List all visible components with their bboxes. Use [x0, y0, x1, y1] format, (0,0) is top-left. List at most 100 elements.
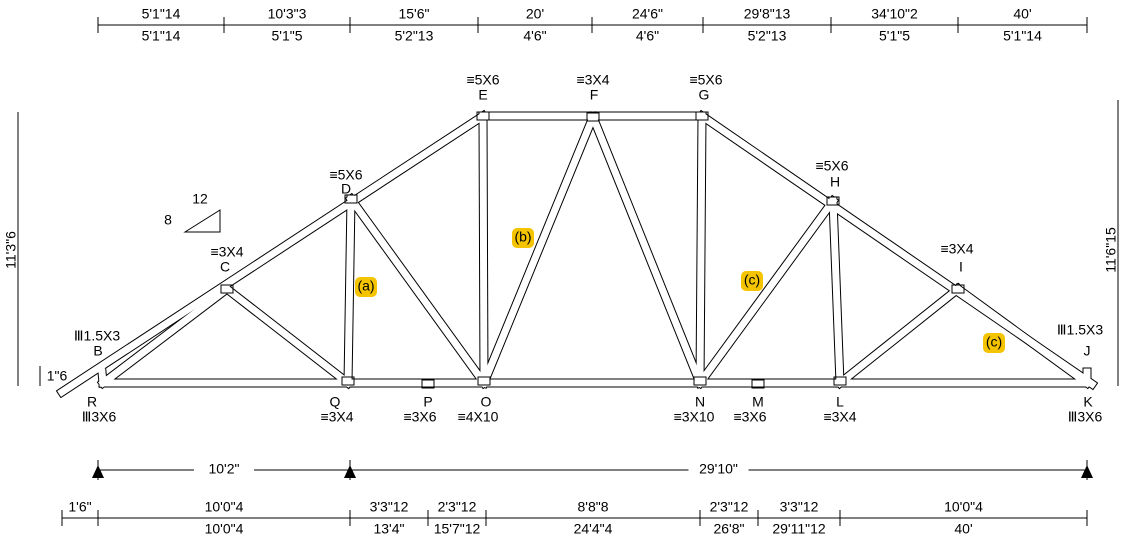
joint-letter: P — [423, 394, 432, 410]
bottom-dim: 1'6" — [68, 499, 91, 515]
top-dim: 5'1"14 — [1003, 28, 1042, 44]
plate — [421, 379, 435, 389]
plate-size: ≡4X10 — [458, 409, 499, 425]
joint-letter: F — [590, 87, 599, 103]
member-fill — [695, 196, 838, 388]
plate-size: ≡3X6 — [403, 409, 436, 425]
top-dim: 40' — [1013, 6, 1031, 22]
top-dim: 5'1"14 — [142, 28, 181, 44]
top-dim: 5'1"5 — [271, 28, 302, 44]
member-fill — [479, 112, 488, 387]
plate-size: ≡5X6 — [466, 72, 499, 88]
top-dim: 15'6" — [398, 6, 429, 22]
plate-size: ≡5X6 — [815, 158, 848, 174]
bottom-dim: 3'3"12 — [370, 499, 409, 515]
joint-letter: G — [699, 87, 710, 103]
top-dim: 5'1"5 — [879, 28, 910, 44]
plate — [695, 111, 709, 121]
top-dim: 4'6" — [523, 28, 546, 44]
bottom-dim: 8'8"8 — [577, 499, 608, 515]
plate — [586, 112, 600, 122]
joint-letter: J — [1084, 343, 1091, 359]
joint-letter: C — [220, 259, 230, 275]
member-fill — [57, 111, 488, 397]
note: (a) — [357, 278, 374, 294]
joint-letter: R — [87, 394, 97, 410]
member-fill — [344, 195, 355, 387]
plate-size: ≡5X6 — [689, 72, 722, 88]
plate-size: Ⅲ3X6 — [1068, 409, 1103, 425]
heel-height: 1"6 — [47, 368, 68, 384]
top-dim: 5'2"13 — [395, 28, 434, 44]
top-dim: 4'6" — [636, 28, 659, 44]
note: (c) — [744, 272, 760, 288]
bottom-dim: 10'0"4 — [205, 521, 244, 537]
plate — [951, 284, 965, 294]
bottom-dim: 26'8" — [713, 521, 744, 537]
note: (c) — [986, 334, 1002, 350]
joint-letter: H — [830, 174, 840, 190]
plate — [826, 196, 840, 206]
note-highlight — [355, 277, 377, 297]
note-highlight — [741, 271, 763, 291]
bottom-dim: 2'3"12 — [438, 499, 477, 515]
plate — [477, 376, 491, 386]
joint-letter: K — [1083, 394, 1093, 410]
label-bg — [194, 461, 254, 479]
joint-letter: L — [836, 394, 844, 410]
bottom-dim: 40' — [954, 521, 972, 537]
bottom-dim: 24'4"4 — [574, 521, 613, 537]
member-fill — [479, 112, 598, 388]
plate-size: ≡3X6 — [733, 409, 766, 425]
plate-size: ≡3X4 — [320, 409, 353, 425]
bottom-dim: 3'3"12 — [780, 499, 819, 515]
right-height: 11'6"15 — [1103, 227, 1119, 273]
bottom-dim: 10'0"4 — [944, 499, 983, 515]
pitch-run: 12 — [192, 191, 208, 207]
truss-members — [55, 109, 1099, 399]
bearing-dim: 29'10" — [699, 461, 738, 477]
member-fill — [953, 284, 1092, 388]
joint-letter: E — [478, 87, 487, 103]
plate — [344, 194, 358, 204]
plate-size: ≡3X4 — [210, 244, 243, 260]
plate-size: ≡3X10 — [674, 409, 715, 425]
plate-size: Ⅲ3X6 — [82, 409, 117, 425]
plate — [341, 376, 355, 386]
joint-letter: B — [93, 343, 102, 359]
joint-letter: O — [481, 394, 492, 410]
plate — [751, 379, 765, 389]
member-fill — [835, 284, 963, 388]
plate-size: Ⅲ1.5X3 — [1057, 322, 1103, 338]
joint-letter: I — [959, 259, 963, 275]
joint-letter: M — [752, 394, 764, 410]
bearing — [1081, 465, 1093, 478]
pitch-rise: 8 — [164, 212, 172, 228]
bottom-dim: 13'4" — [373, 521, 404, 537]
left-height: 11'3"6 — [3, 231, 19, 269]
joint-letter: Q — [330, 394, 341, 410]
joint-letter: N — [695, 394, 705, 410]
top-dim: 5'2"13 — [748, 28, 787, 44]
bottom-dim: 10'0"4 — [205, 499, 244, 515]
joint-letter: D — [341, 181, 351, 197]
bearing — [92, 465, 104, 478]
member-fill — [696, 112, 706, 387]
top-dim: 5'1"14 — [142, 6, 181, 22]
top-dim: 34'10"2 — [871, 6, 918, 22]
member-fill — [346, 194, 489, 388]
bottom-dim: 2'3"12 — [710, 499, 749, 515]
plate-size: ≡3X4 — [940, 241, 973, 257]
bearing — [344, 465, 356, 478]
plate-size: ≡3X4 — [823, 409, 856, 425]
top-dim: 20' — [526, 6, 544, 22]
member-fill — [588, 112, 705, 388]
note-highlight — [983, 333, 1005, 353]
top-dim: 10'3"3 — [268, 6, 307, 22]
plate — [220, 284, 234, 294]
plate — [693, 376, 707, 386]
bearing-dim: 10'2" — [208, 461, 239, 477]
label-bg — [688, 461, 749, 479]
top-dim: 24'6" — [632, 6, 663, 22]
